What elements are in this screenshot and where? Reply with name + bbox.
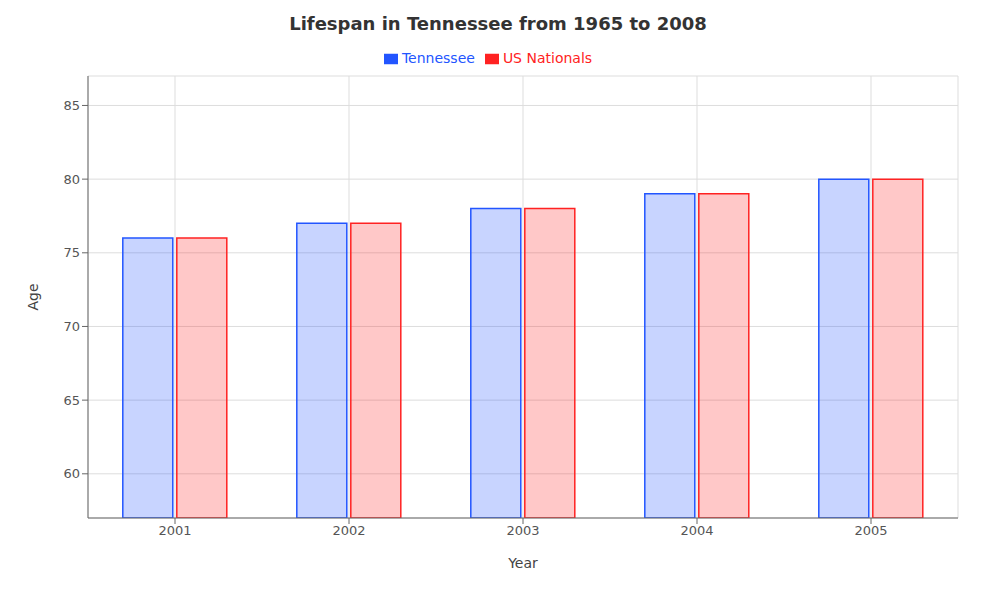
svg-text:Age: Age bbox=[25, 283, 41, 310]
svg-text:2003: 2003 bbox=[506, 523, 539, 538]
svg-text:85: 85 bbox=[63, 98, 80, 113]
svg-text:2004: 2004 bbox=[680, 523, 713, 538]
svg-text:80: 80 bbox=[63, 172, 80, 187]
svg-text:2005: 2005 bbox=[854, 523, 887, 538]
svg-text:75: 75 bbox=[63, 245, 80, 260]
html-text:Lifespan in Tennessee from 196: Lifespan in Tennessee from 1965 to 2008 bbox=[289, 13, 707, 34]
svg-text:Year: Year bbox=[507, 555, 538, 571]
svg-text:2002: 2002 bbox=[332, 523, 365, 538]
html-text:Tennessee: Tennessee bbox=[401, 50, 475, 66]
svg-text:70: 70 bbox=[63, 319, 80, 334]
svg-text:2001: 2001 bbox=[158, 523, 191, 538]
html-text:US Nationals: US Nationals bbox=[502, 50, 593, 66]
svg-text:65: 65 bbox=[63, 393, 80, 408]
svg-text:60: 60 bbox=[63, 466, 80, 481]
